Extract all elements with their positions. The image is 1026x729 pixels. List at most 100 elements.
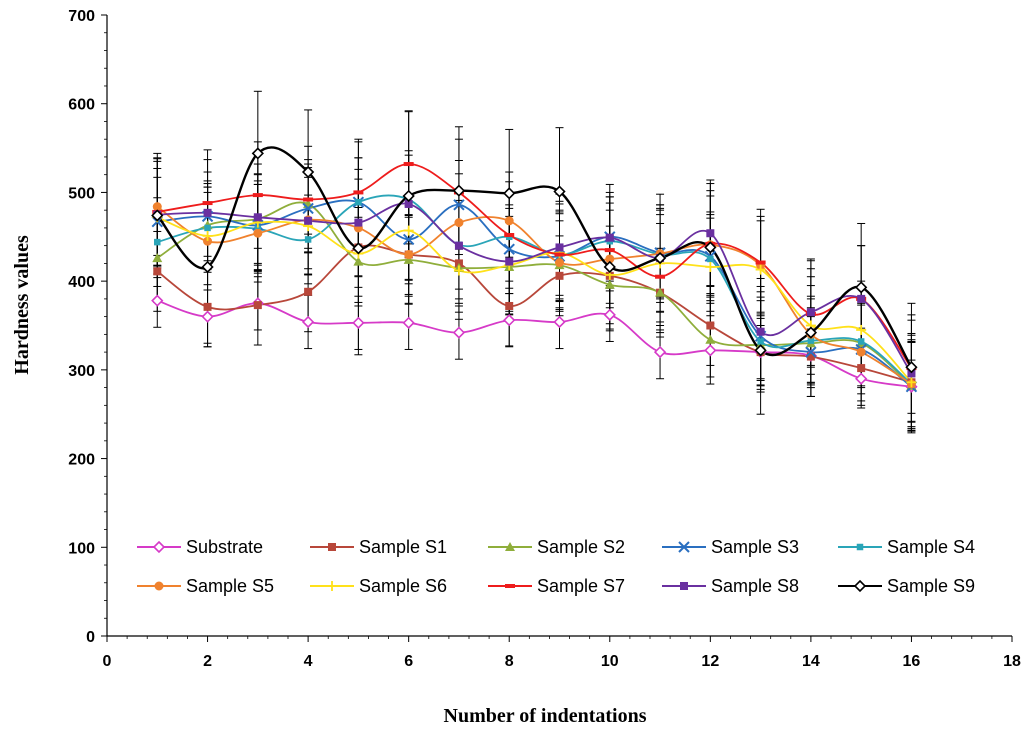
data-point-sample-s9	[553, 185, 566, 198]
data-point-sample-s3	[453, 199, 465, 211]
data-point-substrate	[201, 310, 214, 323]
legend-swatch-marker	[856, 543, 864, 551]
data-point-sample-s7	[504, 233, 515, 238]
data-point-sample-s9	[653, 251, 667, 265]
data-point-sample-s8	[253, 213, 262, 222]
y-tick-label: 200	[68, 452, 95, 469]
legend-swatch-marker	[327, 581, 337, 591]
data-point-sample-s8	[454, 241, 463, 250]
data-point-sample-s1	[253, 301, 262, 310]
data-point-sample-s8	[806, 308, 815, 317]
data-point-sample-s7	[755, 260, 766, 265]
data-point-sample-s5	[856, 347, 866, 357]
data-point-sample-s9	[352, 242, 365, 255]
data-point-sample-s7	[303, 197, 314, 202]
series-line-sample-s5	[156, 205, 912, 385]
data-point-sample-s5	[504, 216, 514, 226]
data-point-sample-s5	[404, 250, 414, 260]
legend-swatch-marker	[152, 540, 166, 554]
data-point-sample-s8	[605, 233, 614, 242]
data-point-sample-s8	[756, 327, 765, 336]
data-point-sample-s4	[707, 255, 714, 263]
legend-label: Sample S9	[887, 576, 975, 596]
x-tick-label: 4	[304, 653, 313, 670]
data-point-sample-s7	[252, 193, 263, 198]
data-point-sample-s5	[454, 218, 464, 228]
y-tick-label: 500	[68, 185, 95, 202]
data-point-sample-s9	[201, 260, 214, 274]
data-point-sample-s8	[304, 216, 313, 225]
x-tick-label: 10	[601, 653, 619, 670]
data-point-sample-s6	[856, 324, 867, 335]
x-tick-label: 14	[802, 653, 820, 670]
data-point-sample-s2	[705, 334, 716, 344]
data-point-sample-s6	[755, 264, 766, 275]
data-point-sample-s2	[353, 256, 364, 266]
data-point-sample-s2	[604, 279, 615, 289]
data-point-sample-s2	[403, 254, 414, 264]
x-tick-label: 16	[903, 653, 921, 670]
data-point-sample-s5	[605, 254, 615, 264]
x-tick-label: 0	[103, 653, 112, 670]
data-point-substrate	[452, 326, 466, 339]
legend-label: Substrate	[186, 537, 263, 557]
legend-item-sample-s3: Sample S3	[662, 537, 799, 557]
data-point-sample-s1	[304, 287, 313, 296]
data-point-sample-s8	[203, 208, 212, 217]
data-point-substrate	[553, 315, 566, 329]
data-point-sample-s4	[304, 236, 312, 243]
y-tick-label: 0	[86, 629, 95, 646]
legend-item-sample-s6: Sample S6	[310, 576, 447, 596]
data-point-sample-s6	[906, 377, 917, 388]
series-line-sample-s8	[157, 202, 913, 374]
marker-stroke	[453, 199, 465, 211]
data-point-sample-s2	[152, 253, 163, 263]
x-axis-title: Number of indentations	[444, 705, 647, 727]
data-point-sample-s1	[706, 321, 715, 330]
y-tick-label: 700	[68, 8, 95, 25]
y-tick-label: 100	[68, 540, 95, 557]
legend-swatch-marker	[505, 542, 515, 551]
data-point-sample-s7	[353, 190, 364, 195]
legend-label: Sample S6	[359, 576, 447, 596]
data-point-sample-s9	[754, 344, 767, 357]
data-point-sample-s3	[302, 202, 314, 215]
series-line-sample-s2	[156, 201, 912, 387]
data-point-sample-s3	[805, 346, 817, 358]
data-point-substrate	[603, 308, 616, 321]
data-point-sample-s8	[555, 243, 564, 252]
legend-swatch-marker	[154, 581, 164, 591]
data-point-sample-s6	[403, 225, 414, 236]
data-point-sample-s9	[603, 260, 616, 274]
data-point-sample-s4	[757, 338, 764, 345]
data-point-sample-s4	[154, 238, 161, 246]
data-point-sample-s1	[857, 364, 866, 373]
legend-swatch-marker	[505, 584, 515, 588]
data-point-sample-s8	[706, 229, 715, 238]
data-point-sample-s9	[452, 184, 466, 197]
data-point-sample-s4	[355, 198, 362, 206]
y-tick-label: 300	[68, 363, 95, 380]
data-point-sample-s2	[655, 287, 666, 297]
marker-stroke	[678, 541, 690, 553]
data-point-substrate	[704, 344, 717, 357]
data-point-sample-s3	[503, 243, 515, 255]
data-point-sample-s4	[857, 338, 865, 345]
data-point-sample-s1	[153, 267, 162, 276]
data-point-sample-s1	[203, 302, 212, 311]
legend-swatch-marker	[328, 543, 336, 551]
data-point-sample-s7	[403, 162, 414, 167]
legend-swatch-marker	[853, 579, 867, 593]
data-point-sample-s5	[152, 202, 162, 212]
data-point-sample-s5	[253, 228, 263, 238]
data-point-substrate	[653, 345, 667, 359]
data-point-sample-s9	[905, 361, 918, 374]
data-point-sample-s3	[402, 233, 415, 246]
legend-label: Sample S3	[711, 537, 799, 557]
data-point-sample-s7	[202, 201, 213, 206]
legend-item-sample-s7: Sample S7	[488, 576, 625, 596]
legend-item-sample-s8: Sample S8	[662, 576, 799, 596]
legend-label: Sample S4	[887, 537, 975, 557]
legend-label: Sample S1	[359, 537, 447, 557]
x-tick-label: 18	[1003, 653, 1021, 670]
